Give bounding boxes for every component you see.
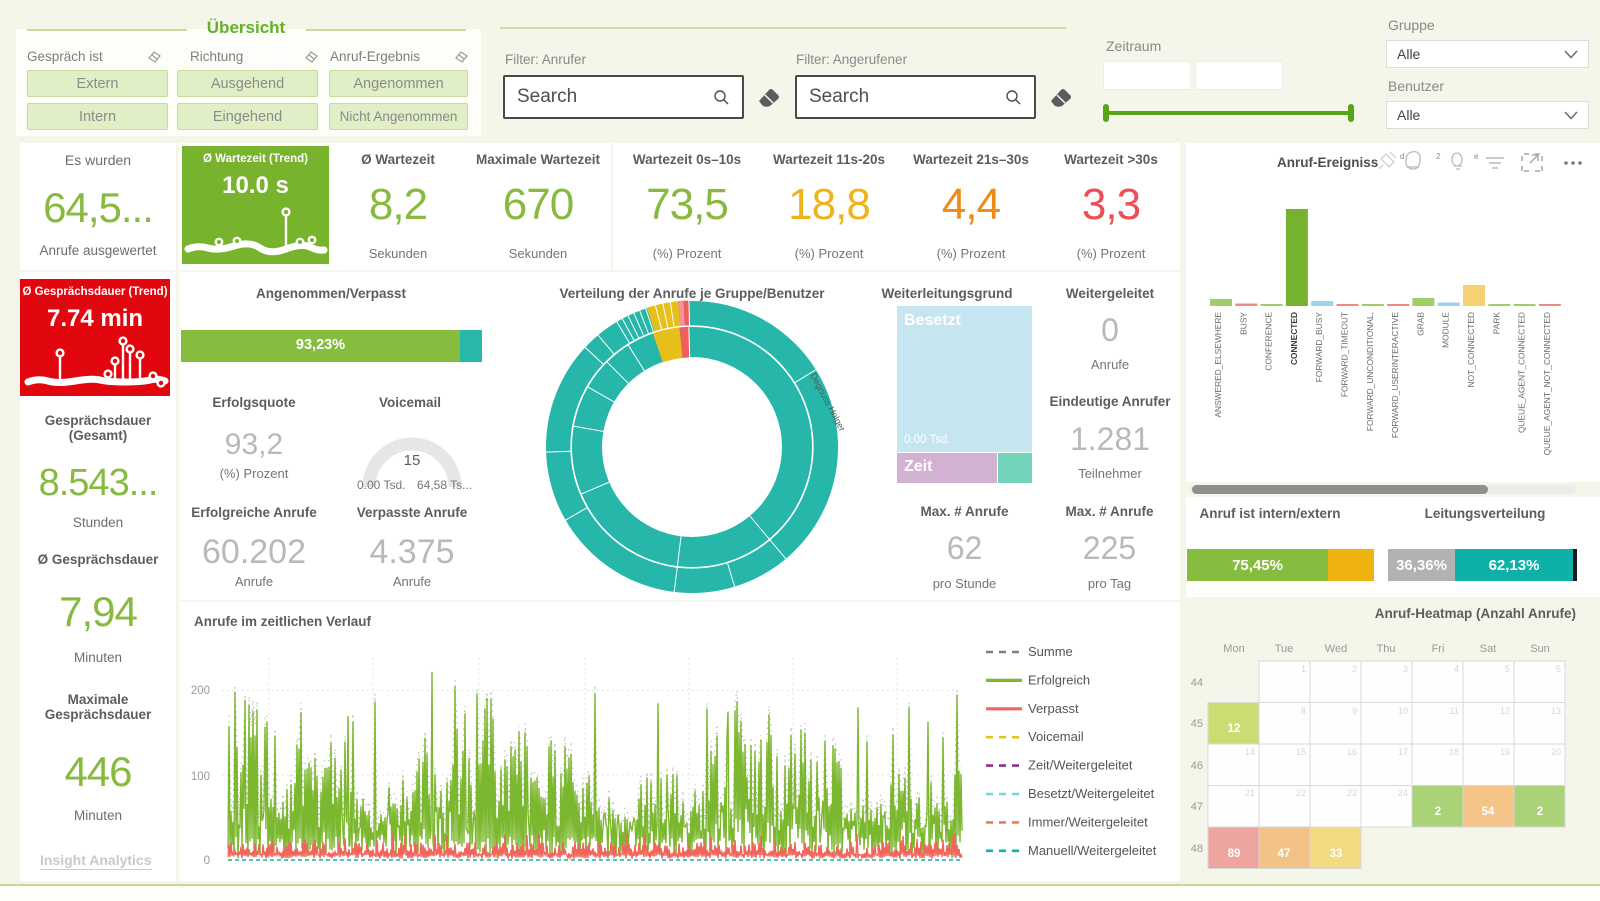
svg-text:e: e bbox=[1474, 152, 1479, 161]
svg-text:16: 16 bbox=[1347, 747, 1357, 757]
svg-text:20: 20 bbox=[1551, 747, 1561, 757]
svg-text:5: 5 bbox=[1505, 664, 1510, 674]
svg-text:100: 100 bbox=[191, 771, 210, 783]
svg-text:1: 1 bbox=[1301, 664, 1306, 674]
svg-text:FORWARD_TIMEOUT: FORWARD_TIMEOUT bbox=[1340, 312, 1350, 397]
svg-text:54: 54 bbox=[1482, 806, 1495, 818]
svg-text:d: d bbox=[1400, 152, 1404, 161]
svg-text:Voicemail: Voicemail bbox=[1028, 729, 1084, 744]
svg-text:0: 0 bbox=[204, 855, 210, 867]
svg-text:19: 19 bbox=[1500, 747, 1510, 757]
svg-text:23: 23 bbox=[1347, 788, 1357, 798]
svg-text:45: 45 bbox=[1191, 718, 1203, 730]
svg-text:13: 13 bbox=[1551, 706, 1561, 716]
svg-text:FORWARD_USERINTERACTIVE: FORWARD_USERINTERACTIVE bbox=[1390, 312, 1400, 439]
svg-text:24: 24 bbox=[1398, 788, 1408, 798]
svg-text:NOT_CONNECTED: NOT_CONNECTED bbox=[1466, 312, 1476, 387]
svg-text:Manuell/Weitergeleitet: Manuell/Weitergeleitet bbox=[1028, 843, 1157, 858]
svg-text:22: 22 bbox=[1296, 788, 1306, 798]
svg-text:Immer/Weitergeleitet: Immer/Weitergeleitet bbox=[1028, 814, 1148, 829]
svg-text:44: 44 bbox=[1191, 677, 1203, 689]
svg-text:BUSY: BUSY bbox=[1238, 312, 1248, 335]
svg-text:FORWARD_UNCONDITIONAL,: FORWARD_UNCONDITIONAL, bbox=[1365, 312, 1375, 431]
svg-text:2: 2 bbox=[1537, 806, 1543, 818]
svg-text:Verpasst: Verpasst bbox=[1028, 701, 1079, 716]
svg-text:2: 2 bbox=[1435, 806, 1441, 818]
svg-text:47: 47 bbox=[1278, 848, 1291, 860]
svg-text:MODULE: MODULE bbox=[1441, 312, 1451, 348]
svg-text:11: 11 bbox=[1450, 706, 1459, 716]
svg-text:Sun: Sun bbox=[1530, 643, 1550, 655]
svg-text:CONFERENCE: CONFERENCE bbox=[1264, 312, 1274, 371]
svg-text:48: 48 bbox=[1191, 843, 1203, 855]
svg-text:ANSWERED_ELSEWHERE: ANSWERED_ELSEWHERE bbox=[1213, 312, 1223, 418]
svg-text:CONNECTED: CONNECTED bbox=[1289, 312, 1299, 365]
svg-text:10: 10 bbox=[1398, 706, 1408, 716]
svg-text:15: 15 bbox=[1296, 747, 1306, 757]
svg-text:GRAB: GRAB bbox=[1415, 312, 1425, 336]
svg-text:Tue: Tue bbox=[1275, 643, 1294, 655]
svg-text:3: 3 bbox=[1403, 664, 1408, 674]
svg-text:Thu: Thu bbox=[1377, 643, 1396, 655]
svg-text:QUEUE_AGENT_NOT_CONNECTED: QUEUE_AGENT_NOT_CONNECTED bbox=[1542, 312, 1552, 455]
svg-text:14: 14 bbox=[1245, 747, 1255, 757]
svg-text:Mon: Mon bbox=[1223, 643, 1244, 655]
svg-text:89: 89 bbox=[1228, 848, 1241, 860]
svg-text:9: 9 bbox=[1352, 706, 1357, 716]
svg-text:6: 6 bbox=[1556, 664, 1561, 674]
svg-text:46: 46 bbox=[1191, 760, 1203, 772]
svg-text:18: 18 bbox=[1449, 747, 1459, 757]
svg-text:2: 2 bbox=[1436, 152, 1441, 161]
svg-text:8: 8 bbox=[1301, 706, 1306, 716]
svg-text:12: 12 bbox=[1500, 706, 1510, 716]
svg-text:17: 17 bbox=[1398, 747, 1408, 757]
svg-text:47: 47 bbox=[1191, 801, 1203, 813]
svg-text:Zeit/Weitergeleitet: Zeit/Weitergeleitet bbox=[1028, 758, 1133, 773]
svg-text:FORWARD_BUSY: FORWARD_BUSY bbox=[1314, 312, 1324, 383]
svg-text:21: 21 bbox=[1245, 788, 1255, 798]
svg-text:Wed: Wed bbox=[1325, 643, 1347, 655]
svg-text:Summe: Summe bbox=[1028, 644, 1073, 659]
svg-text:QUEUE_AGENT_CONNECTED: QUEUE_AGENT_CONNECTED bbox=[1517, 312, 1527, 433]
svg-text:4: 4 bbox=[1454, 664, 1459, 674]
svg-text:2: 2 bbox=[1352, 664, 1357, 674]
svg-text:12: 12 bbox=[1228, 723, 1241, 735]
svg-text:Besetzt/Weitergeleitet: Besetzt/Weitergeleitet bbox=[1028, 786, 1155, 801]
svg-text:200: 200 bbox=[191, 685, 210, 697]
svg-text:Erfolgreich: Erfolgreich bbox=[1028, 672, 1090, 687]
svg-text:Fri: Fri bbox=[1432, 643, 1445, 655]
svg-text:PARK: PARK bbox=[1491, 312, 1501, 335]
svg-text:Sat: Sat bbox=[1480, 643, 1497, 655]
svg-text:33: 33 bbox=[1330, 848, 1343, 860]
